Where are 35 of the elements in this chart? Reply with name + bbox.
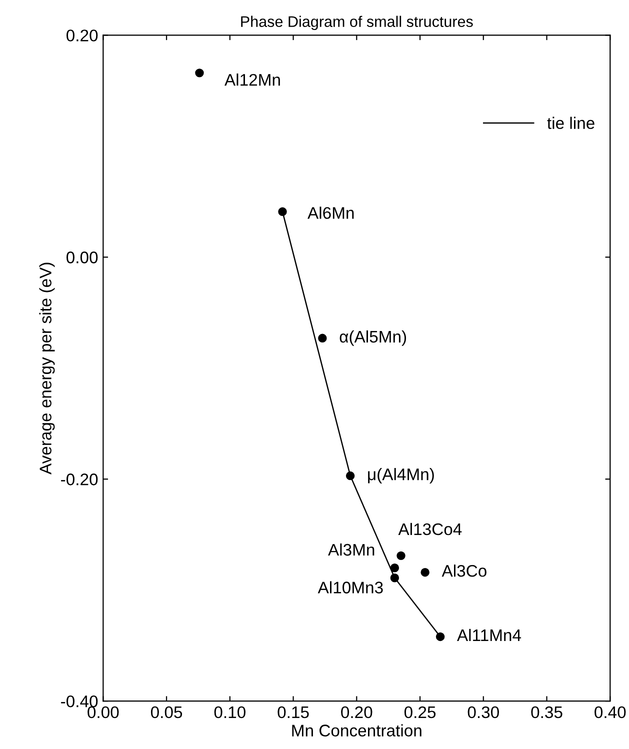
point — [390, 564, 400, 572]
x-tick-label: 0.05 — [150, 706, 182, 718]
annotation: Al3Co — [442, 564, 486, 577]
x-tick-label: 0.00 — [88, 706, 119, 718]
x-tick-label: 0.40 — [594, 706, 626, 718]
point — [436, 632, 445, 642]
annotation: Al6Mn — [308, 206, 354, 219]
x-tick-label: 0.35 — [531, 706, 562, 718]
x-tick-label: 0.30 — [468, 706, 499, 718]
y-axis-title: Average energy per site (eV) — [39, 262, 55, 474]
point — [278, 207, 287, 216]
y-tick-label: -0.20 — [61, 474, 98, 486]
x-tick-label: 0.15 — [278, 706, 309, 718]
annotation: Al13Co4 — [398, 522, 462, 536]
x-tick-label: 0.20 — [341, 706, 372, 718]
point — [390, 574, 400, 582]
chart-title: Phase Diagram of small structures — [241, 16, 473, 30]
y-tick-label: 0.20 — [66, 30, 98, 42]
annotation: Al11Mn4 — [456, 628, 522, 642]
annotation: μ(Al4Mn) — [368, 468, 434, 484]
x-tick-label: 0.10 — [214, 706, 246, 718]
point — [346, 471, 355, 480]
point — [420, 568, 430, 577]
legend-label: tie line — [547, 116, 594, 130]
x-tick-label: 0.25 — [404, 706, 436, 718]
point — [195, 68, 204, 78]
annotation: Al10Mn3 — [318, 581, 383, 594]
point — [396, 551, 406, 560]
point — [318, 334, 327, 343]
annotation: Al3Mn — [328, 543, 374, 556]
x-axis-title: Mn Concentration — [292, 724, 422, 736]
annotation: α(Al5Mn) — [340, 330, 406, 346]
y-tick-label: -0.40 — [61, 695, 98, 708]
annotation: Al12Mn — [224, 74, 280, 86]
y-tick-label: 0.00 — [66, 252, 98, 264]
